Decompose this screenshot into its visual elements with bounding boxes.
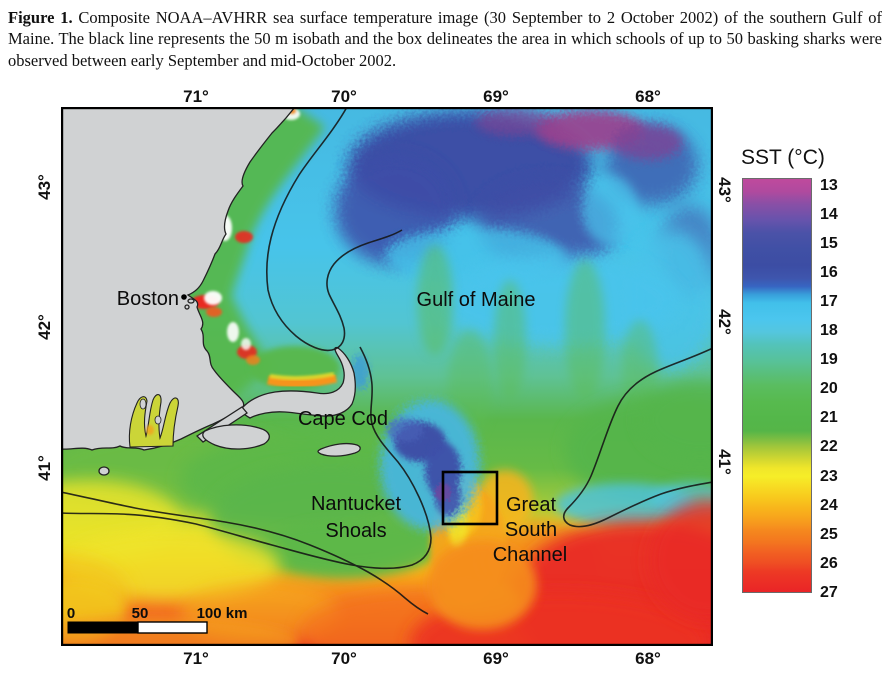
harbor-islet bbox=[187, 298, 195, 304]
label-nantucket-shoals-1: Nantucket bbox=[311, 493, 401, 515]
cape-cod-peninsula bbox=[241, 346, 356, 419]
label-great-south-channel-1: Great bbox=[506, 494, 556, 516]
figure-caption-label: Figure 1. bbox=[8, 8, 73, 27]
mainland bbox=[61, 107, 296, 451]
colorbar-tick-17: 17 bbox=[820, 292, 838, 310]
shark-observation-box bbox=[441, 470, 499, 526]
lon-bottom-68: 68° bbox=[635, 649, 661, 668]
colorbar-tick-20: 20 bbox=[820, 380, 838, 398]
colorbar-tick-24: 24 bbox=[820, 496, 838, 514]
ocean-green-streaks bbox=[417, 245, 658, 440]
cold-patch-east-of-cape bbox=[351, 354, 480, 530]
label-gulf-of-maine: Gulf of Maine bbox=[417, 289, 536, 311]
block-island bbox=[98, 466, 110, 476]
colorbar-tick-22: 22 bbox=[820, 438, 838, 456]
scale-bar-50: 50 bbox=[132, 605, 149, 622]
scale-bar: 0 50 100 km bbox=[67, 605, 248, 634]
marthas-vineyard bbox=[202, 424, 270, 450]
nantucket-island bbox=[317, 442, 361, 457]
lat-right-41: 41° bbox=[715, 449, 734, 475]
colorbar-ticks: 13 14 15 16 17 18 19 20 21 22 23 24 25 26 27 bbox=[820, 176, 864, 602]
colorbar-tick-19: 19 bbox=[820, 351, 838, 369]
colorbar-tick-13: 13 bbox=[820, 176, 838, 194]
lon-bottom-71: 71° bbox=[183, 649, 209, 668]
land bbox=[61, 107, 361, 476]
colorbar-tick-23: 23 bbox=[820, 467, 838, 485]
label-boston: Boston bbox=[117, 288, 179, 310]
label-great-south-channel-3: Channel bbox=[493, 544, 568, 566]
lon-bottom-69: 69° bbox=[483, 649, 509, 668]
colorbar-tick-15: 15 bbox=[820, 234, 838, 252]
colorbar-tick-14: 14 bbox=[820, 205, 838, 223]
lat-right-43: 43° bbox=[715, 177, 734, 203]
figure-caption-text: Composite NOAA–AVHRR sea surface tempera… bbox=[8, 8, 882, 70]
lon-top-70: 70° bbox=[331, 87, 357, 106]
colorbar-tick-21: 21 bbox=[820, 409, 838, 427]
label-great-south-channel-2: South bbox=[505, 519, 557, 541]
colorbar-tick-26: 26 bbox=[820, 554, 838, 572]
lon-top-68: 68° bbox=[635, 87, 661, 106]
colorbar-tick-27: 27 bbox=[820, 583, 838, 601]
lat-left-43: 43° bbox=[35, 174, 54, 200]
colorbar-tick-16: 16 bbox=[820, 263, 838, 281]
lon-top-69: 69° bbox=[483, 87, 509, 106]
lat-left-41: 41° bbox=[35, 455, 54, 481]
colorbar-tick-18: 18 bbox=[820, 322, 838, 339]
sst-colorbar bbox=[742, 178, 812, 593]
lat-left-42: 42° bbox=[35, 314, 54, 340]
figure-caption: Figure 1. Composite NOAA–AVHRR sea surfa… bbox=[8, 7, 882, 71]
label-cape-cod: Cape Cod bbox=[298, 408, 388, 430]
colorbar-title: SST (°C) bbox=[741, 146, 825, 169]
harbor-islet bbox=[184, 304, 190, 310]
map-frame bbox=[61, 107, 713, 646]
scale-bar-100: 100 km bbox=[197, 605, 248, 622]
sst-map: Boston Gulf of Maine Cape Cod Nantucket … bbox=[61, 107, 713, 646]
lon-top-71: 71° bbox=[183, 87, 209, 106]
scale-bar-0: 0 bbox=[67, 605, 75, 622]
lat-right-42: 42° bbox=[715, 309, 734, 335]
bays bbox=[128, 394, 179, 448]
isobath-lines bbox=[61, 107, 713, 615]
label-nantucket-shoals-2: Shoals bbox=[325, 520, 386, 542]
colorbar-tick-25: 25 bbox=[820, 525, 838, 543]
lon-bottom-70: 70° bbox=[331, 649, 357, 668]
boston-dot bbox=[181, 294, 187, 300]
